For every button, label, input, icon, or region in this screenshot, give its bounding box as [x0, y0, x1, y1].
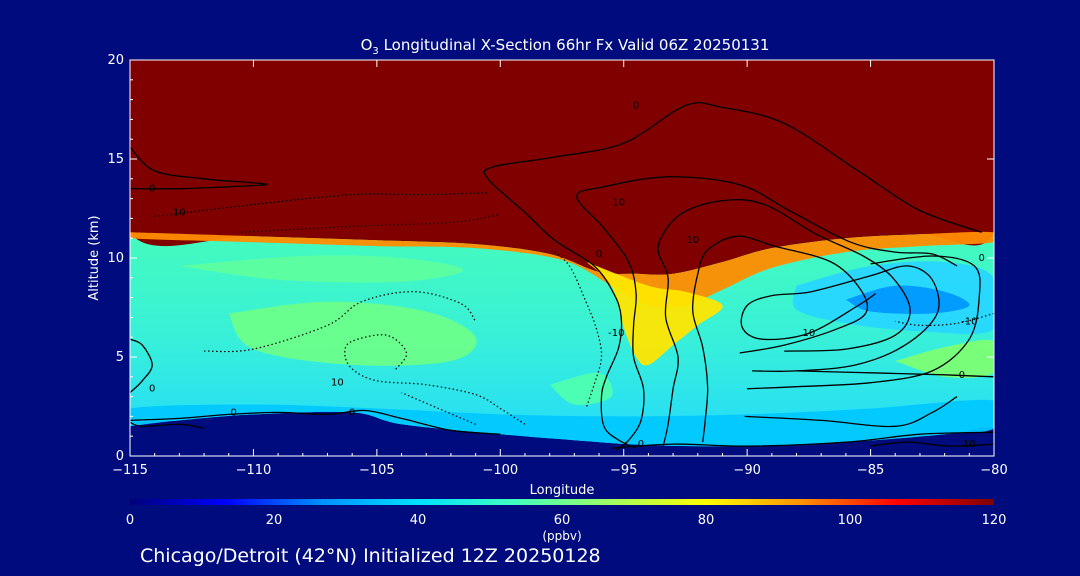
contour-label-13: 0: [230, 407, 236, 418]
contour-label-3: -10: [608, 328, 624, 339]
contour-line-unlabeled-19: [204, 291, 477, 353]
colorbar-tick-label: 120: [982, 513, 1007, 528]
contour-label-6: 0: [959, 370, 965, 381]
colorbar-tick-label: 40: [410, 513, 427, 528]
contour-line--10-15: [895, 312, 994, 327]
chart-title: O3 Longitudinal X-Section 66hr Fx Valid …: [361, 36, 770, 57]
initialization-caption: Chicago/Detroit (42°N) Initialized 12Z 2…: [140, 545, 601, 567]
y-axis-label: Altitude (km): [87, 215, 102, 300]
colorbar-tick-label: 0: [126, 513, 134, 528]
contour-line-unlabeled-13: [130, 338, 153, 394]
colorbar-tick-label: 80: [698, 513, 715, 528]
colorbar-ticks: 0 20 40 60 80 100 120: [126, 513, 1007, 528]
region-stratosphere: [130, 60, 994, 275]
contour-line-unlabeled-20: [241, 213, 501, 233]
contour-label-7: 0: [978, 253, 984, 264]
region-mid-green: [549, 372, 613, 405]
contour-line-unlabeled-1: [576, 176, 958, 451]
x-tick-label: −115: [112, 463, 148, 478]
y-tick-label: 15: [107, 152, 124, 167]
x-tick-label: −110: [236, 463, 272, 478]
contour-line-unlabeled-18: [401, 392, 476, 425]
contour-label-1: 10: [612, 198, 625, 209]
x-tick-label: −100: [482, 463, 518, 478]
y-tick-label: 20: [107, 53, 124, 68]
contour-line-unlabeled-5: [747, 255, 981, 390]
contour-line-unlabeled-4: [740, 265, 940, 372]
contour-label-8: -10: [961, 316, 977, 327]
contour-line-unlabeled-7: [744, 396, 958, 428]
contour-line-0-10: [130, 409, 501, 435]
contour-label-2: 0: [596, 249, 602, 260]
y-tick-label: 5: [116, 350, 124, 365]
contour-line-0-12: [130, 146, 268, 190]
x-tick-label: −80: [980, 463, 1007, 478]
x-tick-label: −105: [359, 463, 395, 478]
contour-line--10-0: [483, 102, 982, 449]
y-tick-label: 0: [116, 449, 124, 464]
contour-label-0: 0: [633, 101, 639, 112]
contour-label-layer: 0 10 0 -10 10 10 0 0 -10 10 0 0 0 0 0 10 10: [149, 101, 985, 451]
contour-label-14: 0: [349, 407, 355, 418]
contour-label-10: 0: [638, 439, 644, 450]
contour-label-12: 0: [149, 384, 155, 395]
colorbar: [130, 499, 994, 505]
contour-label-16: 10: [331, 378, 344, 389]
region-trop-blob-2: [179, 255, 464, 283]
contour-line-10-14: [154, 192, 488, 217]
contour-label-11: 0: [149, 184, 155, 195]
x-axis: −115 −110 −105 −100 −95 −90 −85 −80: [112, 60, 1008, 478]
region-trop-blob-1: [228, 301, 477, 366]
region-transition-band: [130, 231, 994, 308]
contour-line-0-6: [796, 370, 994, 378]
x-axis-label: Longitude: [530, 483, 595, 498]
region-surface-low: [130, 411, 994, 456]
contour-line-0-8: [611, 431, 994, 449]
region-boundary-layer: [130, 399, 994, 447]
contour-line-unlabeled-3: [692, 235, 869, 443]
contour-label-5: 10: [802, 328, 815, 339]
region-east-green: [895, 339, 994, 378]
colorbar-tick-label: 60: [554, 513, 571, 528]
contour-line-unlabeled-9: [870, 441, 994, 447]
colorbar-unit-label: (ppbv): [542, 529, 581, 543]
y-tick-label: 10: [107, 251, 124, 266]
colorbar-tick-label: 100: [838, 513, 863, 528]
contour-line--10-16: [551, 249, 603, 407]
x-tick-label: −90: [733, 463, 760, 478]
contour-label-4: 10: [686, 235, 699, 246]
contour-label-9: 10: [963, 439, 976, 450]
contour-lines: [130, 102, 994, 451]
colorbar-tick-label: 20: [266, 513, 283, 528]
contour-line-10-17: [344, 334, 526, 425]
contour-line-10-2: [657, 198, 911, 447]
region-tropopause-fold: [586, 262, 723, 366]
contour-label-15: 10: [173, 207, 186, 218]
x-tick-label: −95: [610, 463, 637, 478]
contour-line-unlabeled-11: [130, 421, 205, 429]
x-tick-label: −85: [857, 463, 884, 478]
y-axis: 0 5 10 15 20: [107, 53, 994, 464]
